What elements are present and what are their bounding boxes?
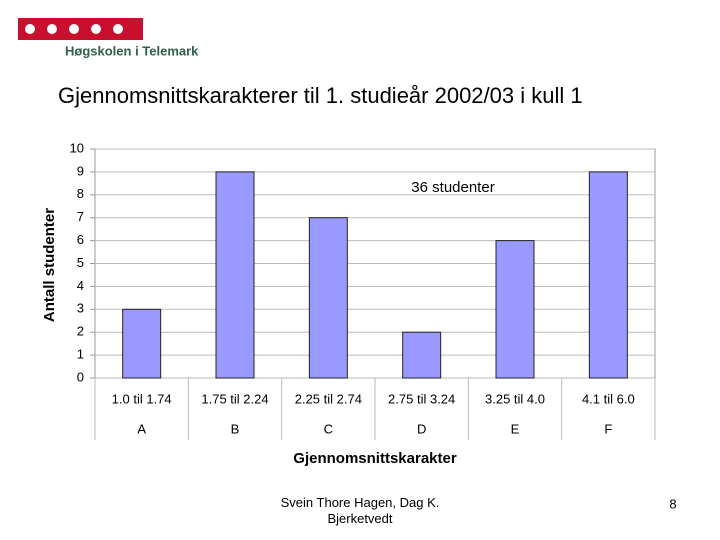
bar xyxy=(215,171,255,379)
x-group-label: B xyxy=(231,421,240,436)
y-tick-label: 8 xyxy=(77,186,84,201)
chart-title: Gjennomsnittskarakterer til 1. studieår … xyxy=(58,83,583,108)
institution: Høgskolen i Telemark xyxy=(65,43,199,58)
y-tick-label: 7 xyxy=(77,209,84,224)
x-tick-label: 2.75 til 3.24 xyxy=(388,391,455,406)
y-tick-label: 0 xyxy=(77,369,84,384)
bar xyxy=(308,217,348,379)
x-group-label: D xyxy=(417,421,426,436)
y-tick-label: 10 xyxy=(70,140,84,155)
y-tick-label: 1 xyxy=(77,347,84,362)
x-tick-label: 3.25 til 4.0 xyxy=(485,391,545,406)
y-tick-label: 3 xyxy=(77,301,84,316)
y-tick-label: 9 xyxy=(77,163,84,178)
x-group-label: F xyxy=(604,421,612,436)
bar xyxy=(588,171,628,379)
y-tick-label: 6 xyxy=(77,232,84,247)
footer-author: Svein Thore Hagen, Dag K. Bjerketvedt xyxy=(280,495,440,526)
x-group-label: C xyxy=(324,421,333,436)
bar xyxy=(122,308,162,379)
logo-symbols xyxy=(25,24,123,34)
y-tick-label: 2 xyxy=(77,324,84,339)
x-tick-label: 4.1 til 6.0 xyxy=(582,391,635,406)
annotation: 36 studenter xyxy=(411,179,494,196)
bar xyxy=(495,240,535,379)
x-tick-label: 1.75 til 2.24 xyxy=(201,391,268,406)
logo-band xyxy=(18,18,143,40)
x-axis-label: Gjennomsnittskarakter xyxy=(293,450,457,467)
x-group-label: E xyxy=(511,421,520,436)
y-tick-label: 4 xyxy=(77,278,84,293)
y-tick-label: 5 xyxy=(77,255,84,270)
y-axis-label: Antall studenter xyxy=(41,208,58,322)
bar xyxy=(402,331,442,379)
x-tick-label: 1.0 til 1.74 xyxy=(112,391,172,406)
x-group-label: A xyxy=(137,421,146,436)
x-tick-label: 2.25 til 2.74 xyxy=(295,391,362,406)
